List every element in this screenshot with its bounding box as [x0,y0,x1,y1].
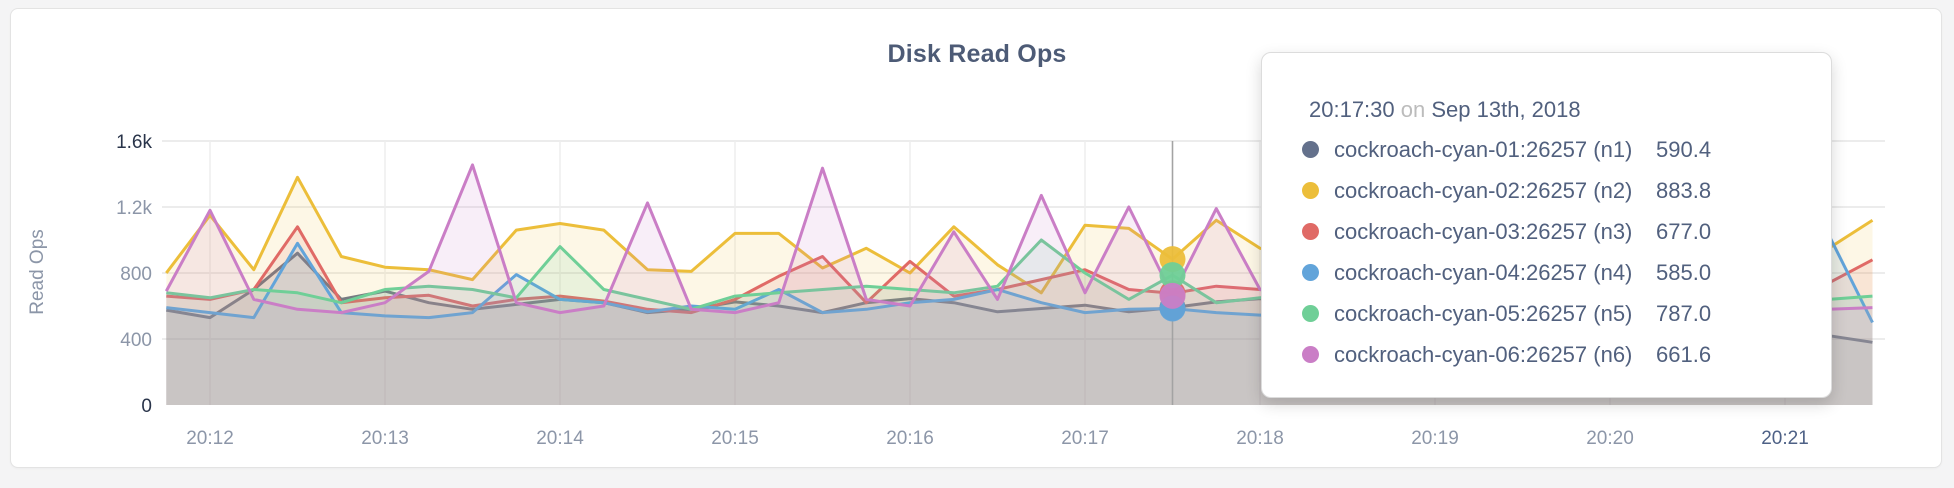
series-color-dot-icon [1302,223,1319,240]
chart-title: Disk Read Ops [887,40,1067,68]
tooltip-row: cockroach-cyan-06:26257 (n6) 661.6 [1302,334,1801,375]
tooltip-row: cockroach-cyan-04:26257 (n4) 585.0 [1302,252,1801,293]
series-value: 661.6 [1656,341,1712,367]
series-color-dot-icon [1302,264,1319,281]
hover-tooltip: 20:17:30 on Sep 13th, 2018 cockroach-cya… [1261,52,1832,398]
series-color-dot-icon [1302,141,1319,158]
tooltip-row: cockroach-cyan-02:26257 (n2) 883.8 [1302,170,1801,211]
tooltip-header: 20:17:30 on Sep 13th, 2018 [1309,97,1581,123]
series-color-dot-icon [1302,346,1319,363]
series-value: 677.0 [1656,218,1712,244]
series-value: 585.0 [1656,259,1712,285]
series-value: 787.0 [1656,300,1712,326]
series-name: cockroach-cyan-06:26257 (n6) [1334,341,1633,367]
tooltip-on-word: on [1400,97,1426,122]
series-name: cockroach-cyan-03:26257 (n3) [1334,218,1633,244]
series-color-dot-icon [1302,182,1319,199]
series-name: cockroach-cyan-04:26257 (n4) [1334,259,1633,285]
series-value: 883.8 [1656,177,1712,203]
y-axis-label: Read Ops [27,229,48,315]
series-name: cockroach-cyan-05:26257 (n5) [1334,300,1633,326]
tooltip-row: cockroach-cyan-03:26257 (n3) 677.0 [1302,211,1801,252]
tooltip-time: 20:17:30 [1309,97,1395,122]
tooltip-row: cockroach-cyan-01:26257 (n1) 590.4 [1302,129,1801,170]
series-value: 590.4 [1656,136,1712,162]
tooltip-row: cockroach-cyan-05:26257 (n5) 787.0 [1302,293,1801,334]
tooltip-series-list: cockroach-cyan-01:26257 (n1) 590.4 cockroa… [1302,129,1801,375]
series-color-dot-icon [1302,305,1319,322]
series-name: cockroach-cyan-02:26257 (n2) [1334,177,1633,203]
tooltip-date: Sep 13th, 2018 [1431,97,1581,122]
series-name: cockroach-cyan-01:26257 (n1) [1334,136,1633,162]
